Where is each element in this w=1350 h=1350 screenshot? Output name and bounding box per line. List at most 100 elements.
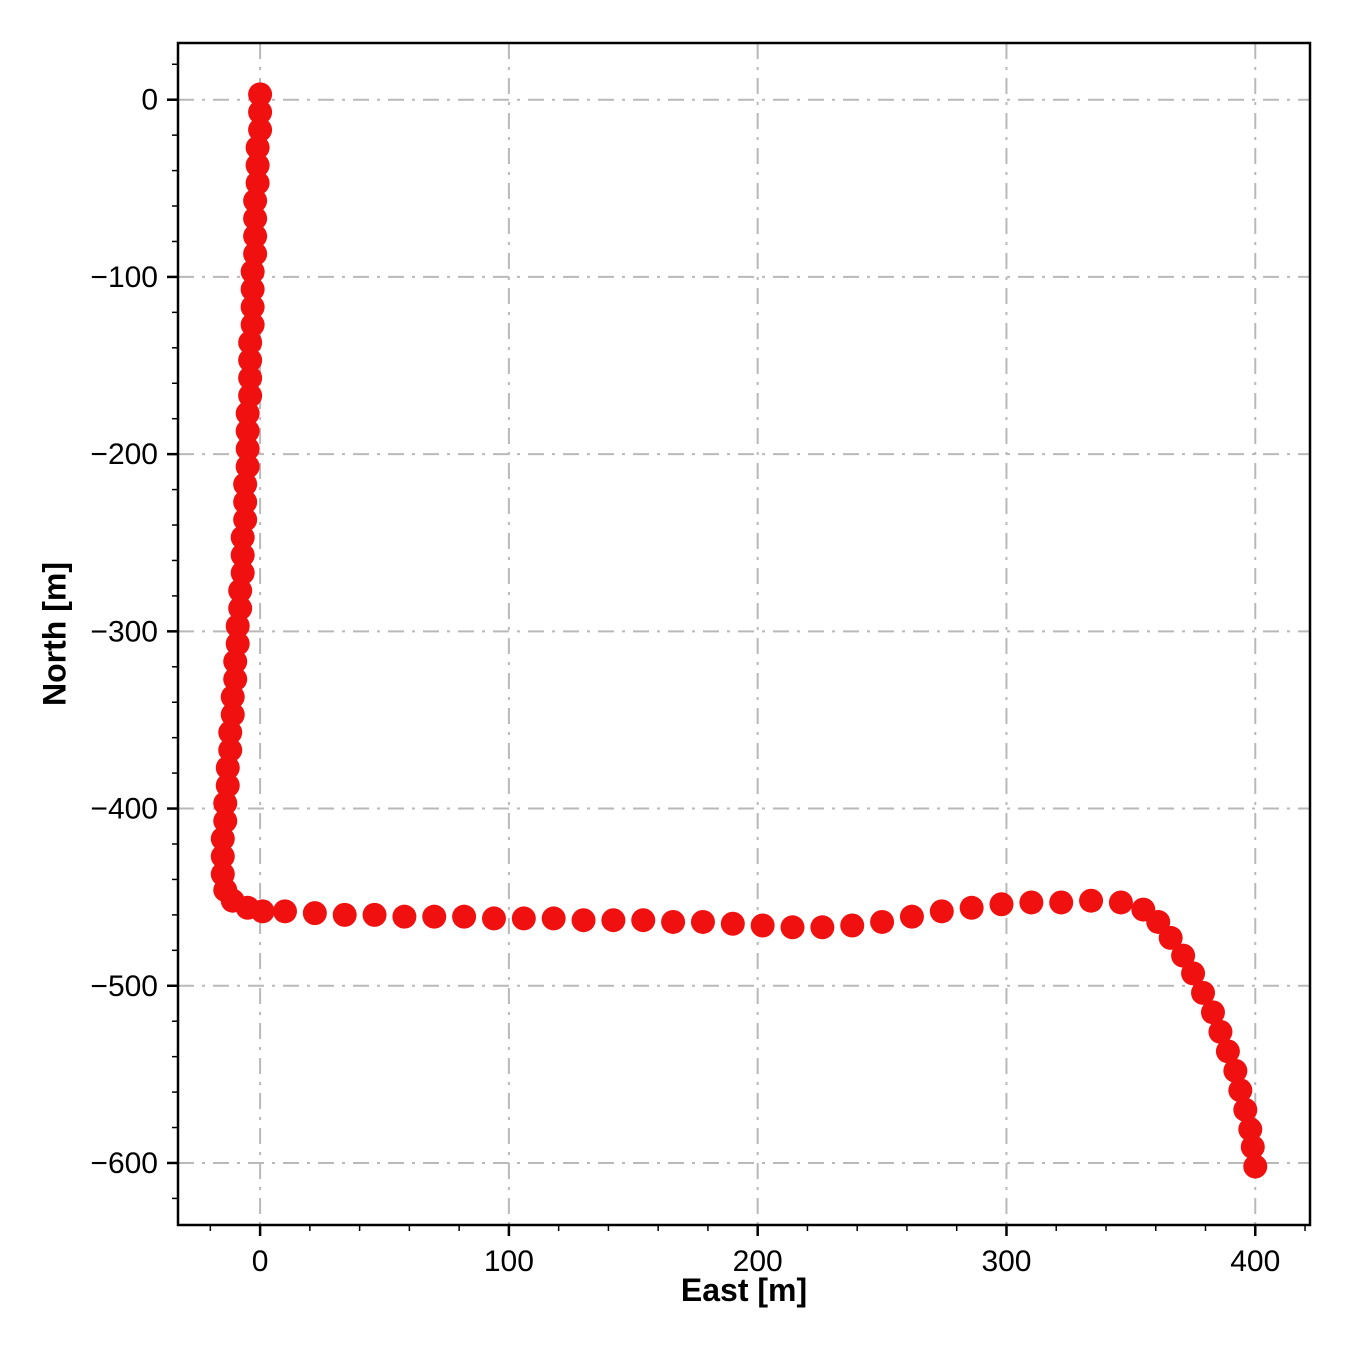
data-point [720, 911, 745, 936]
data-point [248, 117, 273, 142]
y-tick-label: 0 [141, 84, 158, 117]
data-point [235, 419, 260, 444]
y-tick-label: −600 [90, 1147, 158, 1180]
x-axis-label: East [m] [680, 1272, 808, 1308]
data-point [929, 899, 954, 924]
data-point [302, 901, 327, 926]
data-point [243, 224, 268, 249]
data-point [1233, 1097, 1258, 1122]
data-point [1181, 961, 1206, 986]
data-point [213, 808, 238, 833]
data-point [230, 560, 255, 585]
data-point [223, 649, 248, 674]
data-point [1079, 888, 1104, 913]
data-point [810, 915, 835, 940]
data-point [511, 906, 536, 931]
data-point [218, 720, 243, 745]
data-point [240, 277, 265, 302]
data-point [245, 153, 270, 178]
data-point [215, 773, 240, 798]
data-point [899, 904, 924, 929]
x-tick-label: 100 [484, 1245, 534, 1278]
x-tick-label: 400 [1230, 1245, 1280, 1278]
data-point [233, 507, 258, 532]
data-point [1049, 890, 1074, 915]
data-point [250, 899, 275, 924]
data-point [481, 906, 506, 931]
data-point [1108, 890, 1133, 915]
data-point [238, 365, 263, 390]
data-point [218, 738, 243, 763]
data-point [1223, 1058, 1248, 1083]
data-point [240, 312, 265, 337]
data-point [228, 596, 253, 621]
data-point [235, 454, 260, 479]
data-point [272, 899, 297, 924]
x-tick-label: 0 [252, 1245, 269, 1278]
data-point [392, 904, 417, 929]
data-point [248, 82, 273, 107]
x-tick-label: 200 [733, 1245, 783, 1278]
data-point [223, 667, 248, 692]
data-point [541, 906, 566, 931]
data-point [225, 631, 250, 656]
data-point [1158, 925, 1183, 950]
data-point [1238, 1117, 1263, 1142]
data-point [210, 826, 235, 851]
data-point [870, 909, 895, 934]
data-point [243, 241, 268, 266]
data-point [243, 206, 268, 231]
data-point [215, 755, 240, 780]
data-point [245, 170, 270, 195]
y-tick-label: −400 [90, 793, 158, 826]
data-point [780, 915, 805, 940]
data-point [210, 844, 235, 869]
data-point [243, 188, 268, 213]
data-point [840, 913, 865, 938]
data-point [362, 902, 387, 927]
x-tick-label: 300 [981, 1245, 1031, 1278]
data-point [245, 135, 270, 160]
data-point [1191, 980, 1216, 1005]
data-point [1171, 943, 1196, 968]
data-point [233, 489, 258, 514]
y-axis-label: North [m] [36, 562, 73, 706]
data-point [601, 908, 626, 933]
data-point [452, 904, 477, 929]
data-point [661, 909, 686, 934]
data-point [1215, 1039, 1240, 1064]
data-point [235, 401, 260, 426]
data-point [220, 684, 245, 709]
data-point [989, 892, 1014, 917]
data-point [230, 543, 255, 568]
data-point [235, 436, 260, 461]
data-point [959, 895, 984, 920]
y-tick-label: −100 [90, 261, 158, 294]
data-point [571, 908, 596, 933]
data-point [225, 614, 250, 639]
plot-border [176, 41, 1312, 1227]
data-point [230, 525, 255, 550]
y-tick-label: −300 [90, 615, 158, 648]
y-tick-label: −200 [90, 438, 158, 471]
data-point [1019, 890, 1044, 915]
data-point [750, 913, 775, 938]
data-point [233, 472, 258, 497]
data-point [238, 330, 263, 355]
y-tick-label: −500 [90, 970, 158, 1003]
data-point [1208, 1019, 1233, 1044]
data-point [1243, 1154, 1268, 1179]
data-point [422, 904, 447, 929]
data-point [332, 902, 357, 927]
data-point [1240, 1135, 1265, 1160]
data-point [1228, 1078, 1253, 1103]
data-point [248, 100, 273, 125]
data-point [213, 791, 238, 816]
data-point [631, 908, 656, 933]
data-point [238, 348, 263, 373]
data-point [240, 295, 265, 320]
data-point [238, 383, 263, 408]
data-point [228, 578, 253, 603]
